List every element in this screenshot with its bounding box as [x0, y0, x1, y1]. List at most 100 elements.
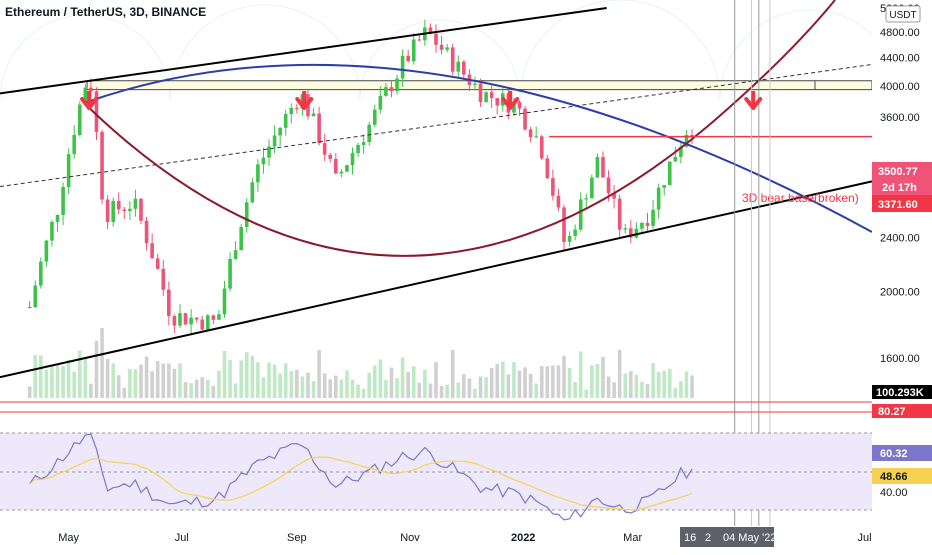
volume-bar	[395, 378, 399, 398]
volume-bar	[317, 350, 321, 398]
candle-body	[89, 87, 93, 92]
candle-body	[122, 209, 127, 212]
volume-bar	[122, 387, 127, 398]
volume-bar	[556, 365, 561, 398]
chart-title: Ethereum / TetherUS, 3D, BINANCE	[5, 5, 206, 19]
volume-bar	[72, 371, 77, 398]
candle-body	[601, 156, 605, 178]
volume-bar	[484, 377, 488, 398]
time-axis[interactable]	[0, 526, 932, 550]
candle-body	[367, 124, 372, 143]
channel-upper-line[interactable]	[0, 7, 607, 95]
candle-body	[217, 314, 221, 320]
candle-body	[44, 240, 49, 262]
volume-bar	[89, 383, 93, 398]
red-arc[interactable]	[83, 0, 836, 257]
candle-body	[629, 228, 633, 238]
volume-bar	[61, 365, 65, 398]
volume-bar	[339, 379, 344, 398]
volume-bar	[111, 363, 115, 398]
price-tick-label: 4400.00	[880, 53, 920, 65]
candle-body	[456, 61, 461, 72]
blue-arc[interactable]	[83, 63, 873, 233]
rsi-value: 60.32	[880, 448, 908, 460]
volume-bar	[27, 386, 32, 398]
volume-bar	[361, 388, 366, 398]
candle-body	[283, 114, 288, 128]
rsi-upper-value: 80.27	[878, 406, 906, 418]
rsi-ma-line[interactable]	[29, 456, 693, 511]
decorative-arcs	[0, 0, 901, 101]
currency-label: USDT	[889, 10, 916, 21]
price-tick-label: 2000.00	[880, 287, 920, 299]
candle-body	[534, 136, 538, 138]
candle-body	[645, 222, 650, 226]
candle-body	[205, 315, 210, 330]
volume-bar	[528, 373, 533, 398]
candle-body	[445, 47, 449, 50]
candle-body	[400, 55, 405, 79]
countdown-tag	[872, 180, 932, 195]
candle-body	[384, 87, 388, 96]
candle-body	[651, 209, 655, 226]
rsi-axis-40: 40.00	[880, 487, 908, 499]
volume-bar	[551, 365, 555, 398]
candle-body	[322, 143, 327, 155]
last-price-value: 3500.77	[878, 166, 918, 178]
candle-body	[428, 27, 433, 34]
volume-bar	[651, 363, 655, 398]
candle-body	[27, 306, 32, 308]
candle-body	[395, 78, 399, 92]
candle-body	[350, 153, 355, 166]
volume-bar	[328, 379, 333, 398]
volume-bar	[172, 368, 177, 398]
candle-body	[116, 200, 121, 210]
volume-bar	[178, 363, 182, 398]
candle-body	[150, 243, 154, 259]
candle-body	[239, 227, 243, 251]
candle-body	[679, 146, 683, 157]
arrow-down-icon	[501, 91, 520, 110]
arrow-down-icon	[80, 91, 99, 110]
rsi-value-tag	[872, 445, 932, 461]
candle-body	[178, 313, 182, 326]
volume-bar	[662, 370, 667, 398]
volume-bar	[595, 364, 600, 398]
volume-bar	[116, 375, 121, 398]
volume-bar	[233, 383, 238, 398]
candle-body	[378, 95, 383, 110]
time-tick-label: Sep	[287, 532, 307, 544]
candle-body	[634, 228, 639, 238]
volume-bar	[545, 366, 550, 398]
candle-body	[495, 98, 500, 106]
channel-lower-line[interactable]	[0, 180, 873, 379]
candle-body	[489, 92, 494, 99]
time-tag-1: 16	[684, 532, 696, 544]
candle-body	[595, 156, 600, 178]
volume-bar	[94, 340, 99, 398]
volume-bar	[612, 382, 616, 398]
volume-bar	[311, 381, 316, 398]
candle-body	[345, 165, 349, 172]
price-tick-label: 1600.00	[880, 353, 920, 365]
time-tick-label: Jul	[175, 532, 189, 544]
volume-bar	[506, 374, 511, 398]
volume-bar	[278, 373, 282, 398]
time-tag-2: 2	[705, 532, 711, 544]
candle-body	[189, 317, 193, 325]
candle-body	[94, 91, 99, 133]
candle-body	[66, 154, 71, 187]
rsi-line[interactable]	[29, 433, 693, 521]
volume-bar	[473, 388, 477, 398]
currency-badge[interactable]	[885, 5, 921, 23]
candle-body	[612, 193, 616, 199]
candle-body	[161, 268, 166, 290]
candle-body	[167, 289, 171, 317]
candle-body	[578, 199, 583, 230]
candle-body	[50, 221, 54, 241]
volume-bar	[139, 364, 143, 398]
candle-body	[484, 92, 488, 102]
candle-body	[334, 158, 338, 174]
candle-body	[39, 261, 43, 286]
